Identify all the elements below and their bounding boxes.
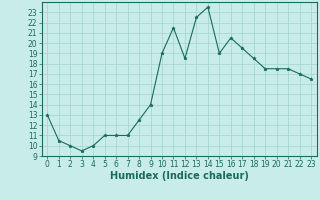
- X-axis label: Humidex (Indice chaleur): Humidex (Indice chaleur): [110, 171, 249, 181]
